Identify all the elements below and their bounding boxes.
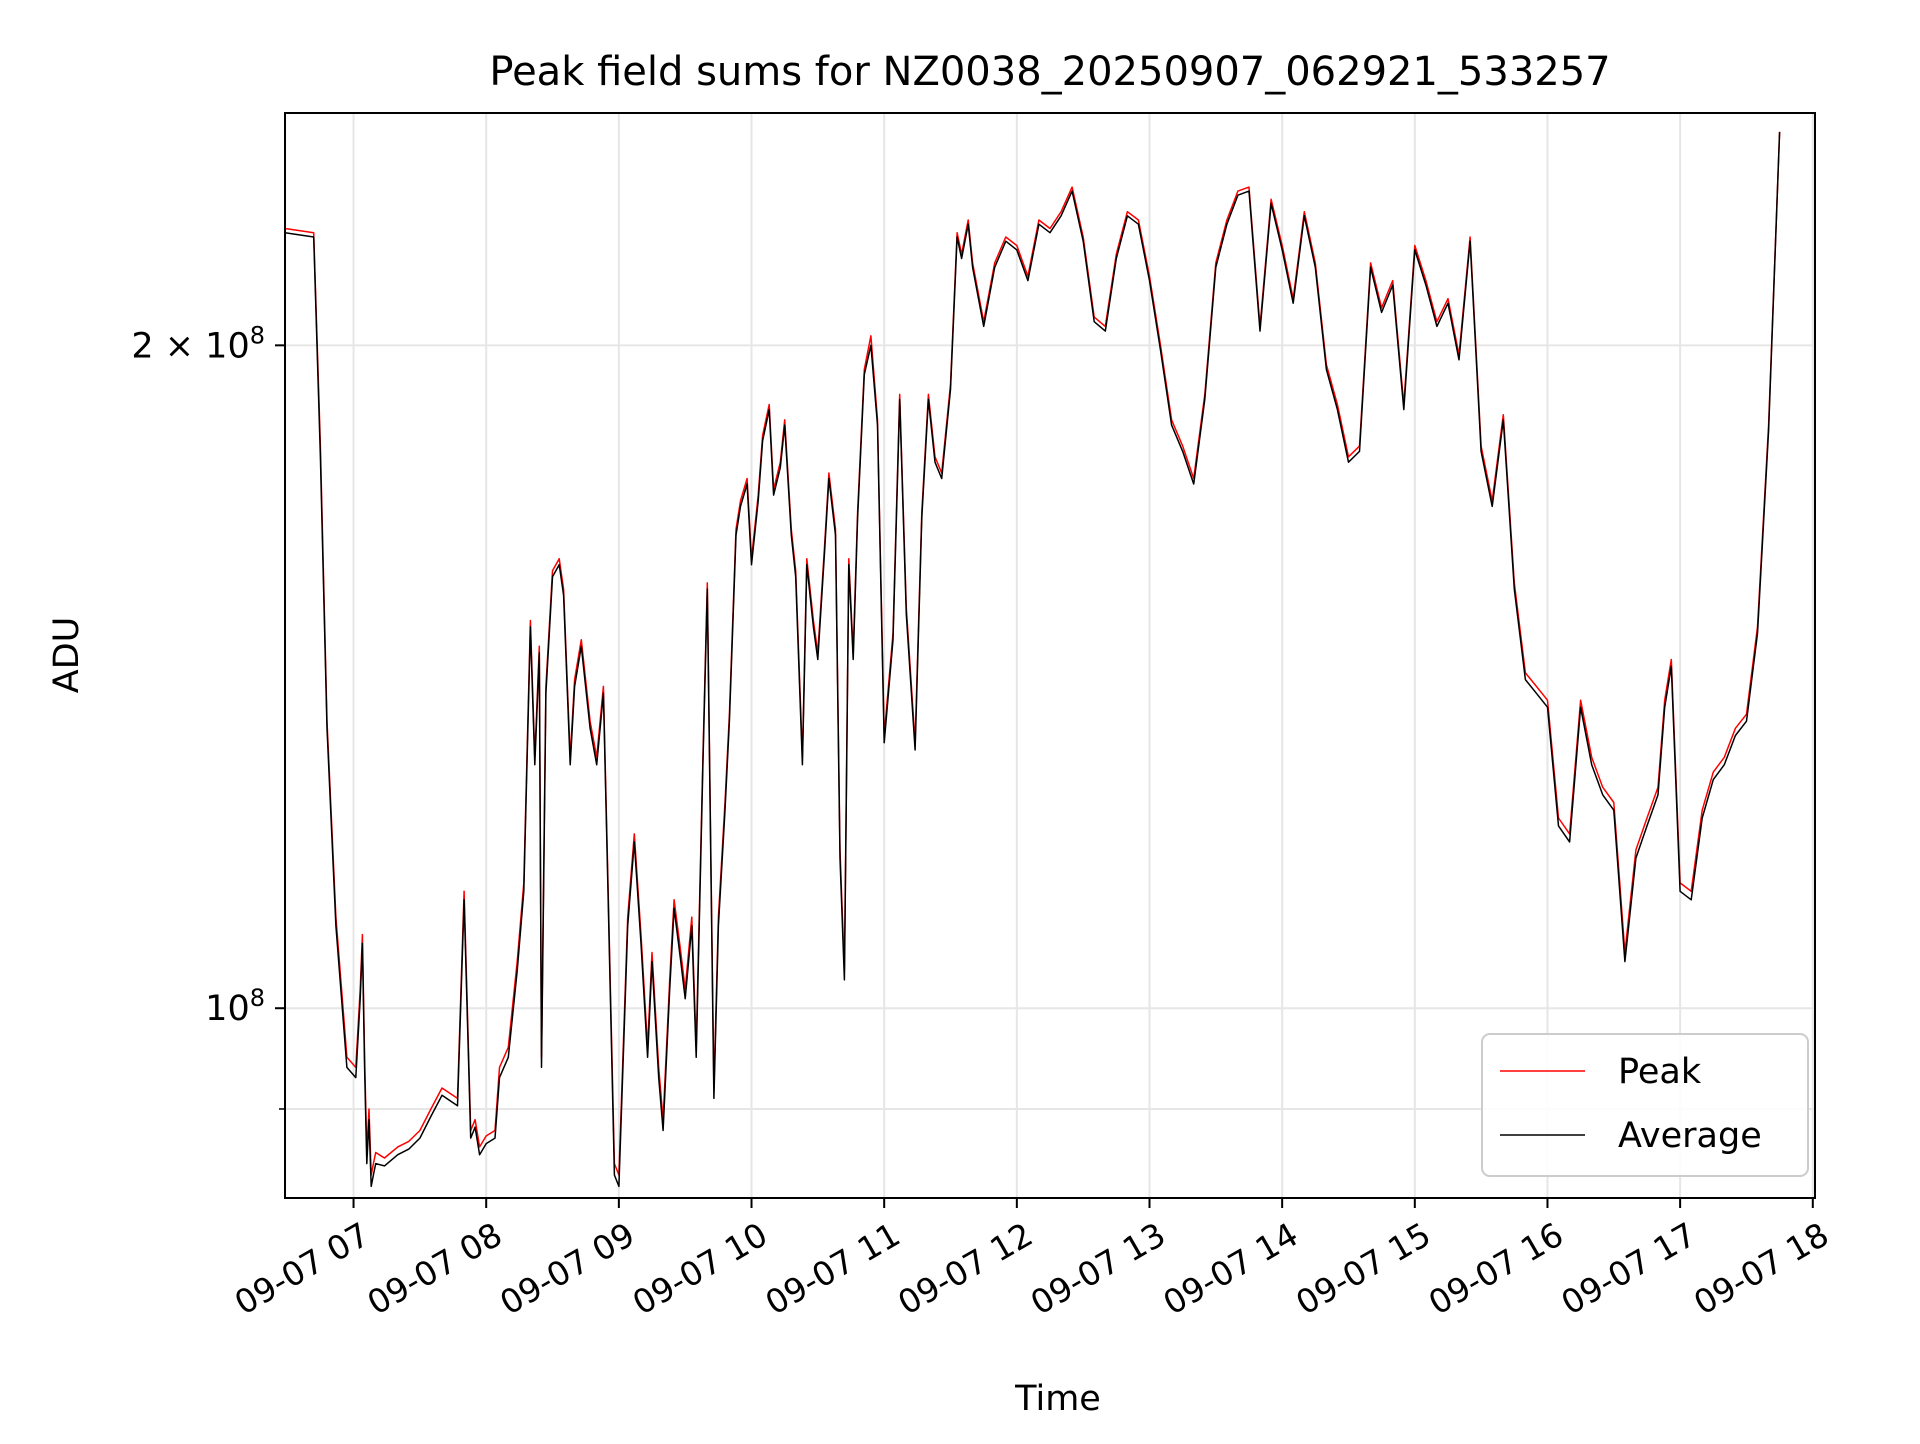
legend-average-label: Average xyxy=(1618,1116,1762,1156)
x-axis-label: Time xyxy=(1014,1379,1101,1419)
legend-peak-label: Peak xyxy=(1618,1052,1702,1092)
chart-title: Peak field sums for NZ0038_20250907_0629… xyxy=(489,49,1610,95)
grid xyxy=(285,113,1815,1198)
legend-box xyxy=(1481,1033,1809,1177)
y-tick-label: 2 × 108 xyxy=(131,321,265,366)
y-axis-label: ADU xyxy=(47,617,87,694)
plot-frame xyxy=(284,112,1816,1199)
y-axis-ticks: 2 × 108 108 xyxy=(131,321,285,1110)
series-lines xyxy=(285,131,1781,1188)
legend: Peak Average xyxy=(1481,1033,1809,1177)
y-tick-label: 108 xyxy=(205,984,265,1029)
series-line-average xyxy=(285,131,1781,1188)
